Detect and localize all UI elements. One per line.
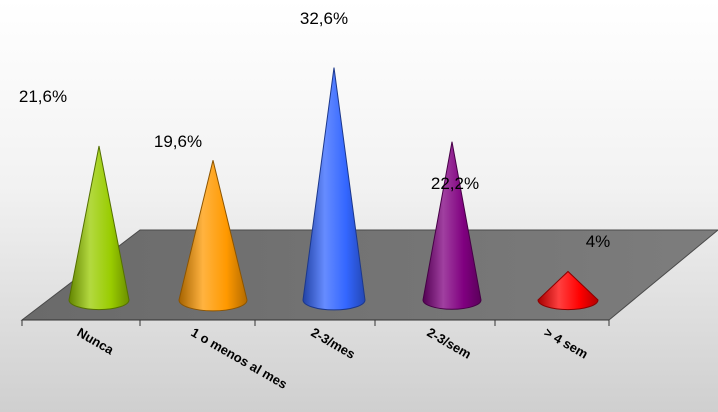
- category-label: > 4 sem: [542, 325, 591, 362]
- value-labels: 21,6% 19,6% 32,6% 22,2% 4%: [19, 9, 610, 251]
- cone-3: [422, 141, 482, 310]
- cone-4: [537, 270, 599, 311]
- cone-1: [178, 160, 248, 312]
- category-label: Nunca: [75, 325, 118, 358]
- value-label: 22,2%: [431, 174, 479, 193]
- cone-2: [302, 67, 366, 311]
- chart-floor: [20, 229, 718, 321]
- category-label: 1 o menos al mes: [189, 325, 290, 392]
- value-label: 21,6%: [19, 87, 67, 106]
- x-axis: [21, 319, 610, 326]
- category-label: 2-3/sem: [425, 325, 474, 362]
- value-label: 19,6%: [154, 132, 202, 151]
- cone-0: [68, 145, 130, 311]
- value-label: 32,6%: [300, 9, 348, 28]
- value-label: 4%: [586, 232, 611, 251]
- category-label: 2-3/mes: [309, 325, 358, 362]
- chart-floor-plane: [20, 229, 718, 321]
- category-labels: Nunca 1 o menos al mes 2-3/mes 2-3/sem > 4 s…: [75, 325, 591, 392]
- cone-series: [68, 67, 599, 312]
